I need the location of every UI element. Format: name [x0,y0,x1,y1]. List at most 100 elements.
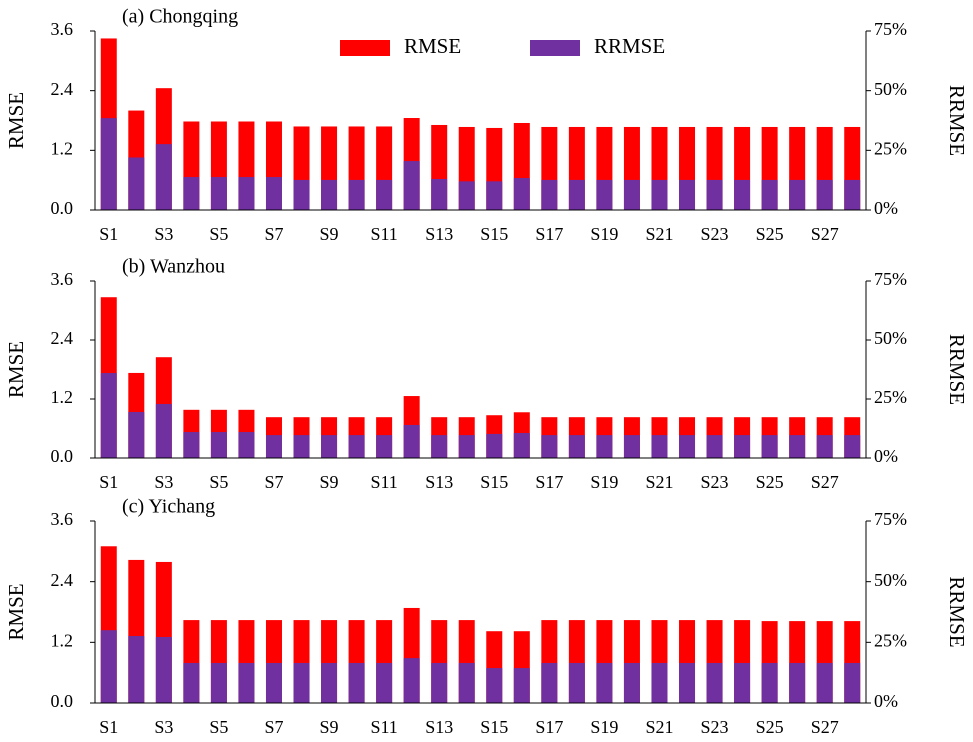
y2-tick-label: 0% [874,446,898,466]
bar [431,435,448,458]
x-tick-label: S9 [320,717,339,737]
bar [376,662,393,703]
y2-tick-label: 25% [874,387,907,407]
x-tick-label: S5 [209,717,228,737]
bar [706,435,723,458]
x-tick-label: S9 [320,472,339,492]
bar [734,179,751,210]
bar [816,662,833,703]
y2-tick-label: 0% [874,198,898,218]
x-tick-label: S19 [590,224,618,244]
bar [183,662,200,703]
bar [541,435,558,458]
legend-swatch [530,40,580,56]
bar [623,179,640,210]
y-tick-label: 3.6 [51,19,74,39]
bar [816,179,833,210]
panel-title: (b) Wanzhou [122,256,225,278]
x-tick-label: S9 [320,224,339,244]
bar [321,179,338,210]
bar [403,424,420,458]
bar [458,181,475,210]
bar [706,179,723,210]
bar [679,662,696,703]
y2-tick-label: 25% [874,630,907,650]
bar [348,179,365,210]
bar [155,403,172,458]
y-axis-label: RMSE [4,341,28,398]
bar [651,179,668,210]
y2-tick-label: 0% [874,691,898,711]
bar [513,668,530,703]
bar [789,179,806,210]
y2-tick-label: 50% [874,328,907,348]
bar [293,179,310,210]
bar [238,662,255,703]
bar [238,177,255,210]
bar [651,435,668,458]
x-tick-label: S1 [99,224,118,244]
y-axis-label: RMSE [4,92,28,149]
bar [844,662,861,703]
bar [183,432,200,458]
bar [789,662,806,703]
bar [679,435,696,458]
bar [128,157,145,210]
x-tick-label: S25 [756,472,784,492]
y-tick-label: 2.4 [51,570,74,590]
y-tick-label: 2.4 [51,328,74,348]
x-tick-label: S27 [811,717,839,737]
bar [486,668,503,703]
bar [651,662,668,703]
bar [265,177,282,210]
x-tick-label: S21 [645,472,673,492]
x-tick-label: S27 [811,472,839,492]
bar [376,435,393,458]
bar [596,179,613,210]
x-tick-label: S3 [154,717,173,737]
bar [431,178,448,210]
bar [816,435,833,458]
y-tick-label: 0.0 [51,691,74,711]
bar [348,662,365,703]
y2-axis-label: RRMSE [945,576,969,647]
x-tick-label: S13 [425,472,453,492]
bar [541,662,558,703]
x-tick-label: S11 [370,717,397,737]
bar [596,662,613,703]
bar [431,662,448,703]
bar [403,658,420,703]
bar [210,662,227,703]
y2-axis-label: RRMSE [945,334,969,405]
bar [761,179,778,210]
x-tick-label: S5 [209,472,228,492]
bar [348,435,365,458]
y-axis-label: RMSE [4,583,28,640]
bar [486,433,503,458]
y2-tick-label: 50% [874,79,907,99]
x-tick-label: S3 [154,472,173,492]
y-tick-label: 1.2 [51,630,74,650]
x-tick-label: S15 [480,717,508,737]
y-tick-label: 1.2 [51,138,74,158]
bar [734,662,751,703]
bar [734,435,751,458]
x-tick-label: S5 [209,224,228,244]
x-tick-label: S15 [480,472,508,492]
y2-tick-label: 75% [874,19,907,39]
bar [100,118,117,210]
bar [210,177,227,210]
x-tick-label: S17 [535,717,563,737]
bar [100,630,117,703]
bar [321,662,338,703]
x-tick-label: S11 [370,472,397,492]
bar [513,178,530,210]
x-tick-label: S17 [535,224,563,244]
bar [623,662,640,703]
x-tick-label: S19 [590,717,618,737]
y2-axis-label: RRMSE [945,85,969,156]
legend-label: RMSE [404,34,461,58]
y2-tick-label: 75% [874,509,907,529]
x-tick-label: S7 [264,717,283,737]
bar [679,179,696,210]
